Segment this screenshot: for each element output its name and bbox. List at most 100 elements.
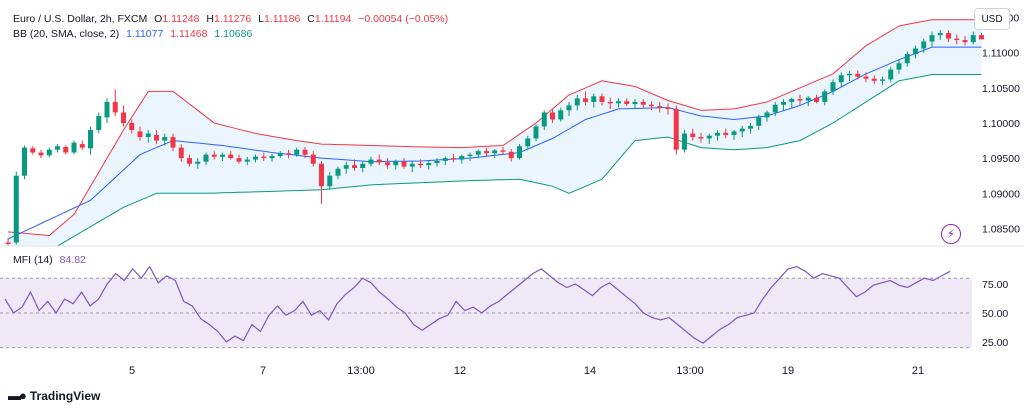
time-tick-label: 12 [454,365,466,377]
candle-body [682,133,687,150]
candle-body [888,69,894,80]
candle-body [566,105,572,111]
candle-body [764,112,770,118]
candle-body [13,175,19,243]
time-tick-label: 13:00 [347,365,375,377]
candle-body [640,101,646,105]
candle-body [442,158,448,161]
candle-body [484,151,489,154]
tradingview-logo[interactable]: ▬● TradingView [8,388,100,403]
candle-body [236,158,242,162]
candle-body [880,79,885,81]
price-pane[interactable]: 1.115001.110001.105001.100001.095001.090… [5,13,1021,247]
candle-body [583,98,588,102]
candle-body [393,161,399,166]
price-legend: Euro / U.S. Dollar, 2h, FXCM O1.11248 H1… [13,13,452,25]
tradingview-wordmark: TradingView [29,388,101,403]
candle-body [822,91,828,102]
candle-body [211,154,217,157]
candle-body [335,168,341,176]
candle-body [46,149,52,156]
candle-body [847,73,852,76]
time-axis[interactable]: 5 7 13:00 12 14 13:00 19 21 [129,365,924,377]
candle-body [533,126,539,139]
close-value: C1.11194 [307,13,352,25]
candle-body [475,151,481,155]
mfi-tick-label: 25.00 [982,337,1008,349]
candle-body [929,35,935,42]
lightning-icon[interactable]: ⚡ [941,224,961,244]
candle-body [871,78,877,81]
bollinger-band-fill [8,19,982,247]
candle-body [22,147,27,176]
candle-body [261,156,267,159]
candle-body [187,158,192,164]
symbol-title[interactable]: Euro / U.S. Dollar, 2h, FXCM [13,13,148,25]
candle-body [104,101,110,118]
mfi-tick-label: 75.00 [982,279,1008,291]
candle-body [946,33,951,39]
candle-body [723,132,729,135]
bollinger-legend: BB (20, SMA, close, 2) 1.11077 1.11468 1… [13,28,256,40]
candle-body [830,82,836,92]
mfi-axis[interactable]: 75.00 50.00 25.00 [982,279,1008,349]
candle-body [137,131,143,138]
candle-body [492,150,498,154]
bollinger-lower-value: 1.10686 [214,28,253,40]
candles [5,30,984,246]
candle-body [145,133,151,138]
candle-body [814,97,819,102]
candle-body [698,137,704,139]
candle-body [253,156,258,160]
bollinger-upper-value: 1.11468 [170,28,208,40]
candle-body [55,146,60,150]
bollinger-label[interactable]: BB (20, SMA, close, 2) [13,28,120,40]
candle-body [591,96,597,102]
candle-body [385,162,390,166]
price-tick-label: 1.10000 [982,118,1020,130]
candle-body [508,151,514,159]
mfi-label[interactable]: MFI (14) [13,254,53,266]
candle-body [376,159,382,163]
candle-body [706,135,712,139]
candle-body [624,101,630,105]
mfi-pane[interactable]: 75.00 50.00 25.00 [0,265,1008,349]
candle-body [170,137,176,148]
candle-body [162,137,168,141]
candle-body [203,154,209,162]
candle-body [467,154,473,157]
candle-body [550,112,555,120]
candle-body [797,99,803,101]
candle-body [409,163,415,167]
candle-body [459,156,465,160]
candle-body [649,104,654,107]
price-axis[interactable]: 1.115001.110001.105001.100001.095001.090… [982,13,1020,236]
candle-body [178,147,184,159]
candle-body [525,138,531,147]
candle-body [954,38,960,41]
currency-button[interactable]: USD [974,8,1010,30]
time-tick-label: 19 [782,365,794,377]
tradingview-mark-icon: ▬● [8,388,27,403]
candle-body [665,107,671,109]
candle-body [5,242,11,244]
mfi-line [4,265,951,344]
candle-body [360,163,366,168]
candle-body [896,63,902,70]
candle-body [756,117,762,126]
candle-body [319,163,324,187]
bollinger-basis-value: 1.11077 [126,28,164,40]
candle-body [269,156,275,159]
candle-body [302,149,308,155]
time-tick-label: 7 [260,365,266,377]
candle-body [277,153,283,157]
candle-body [352,165,357,168]
price-tick-label: 1.09000 [982,188,1020,200]
candle-body [970,35,976,43]
candle-body [30,148,36,153]
price-tick-label: 1.09500 [982,153,1020,165]
candle-body [112,101,118,113]
time-tick-label: 13:00 [676,365,704,377]
price-tick-label: 1.08500 [982,223,1020,235]
